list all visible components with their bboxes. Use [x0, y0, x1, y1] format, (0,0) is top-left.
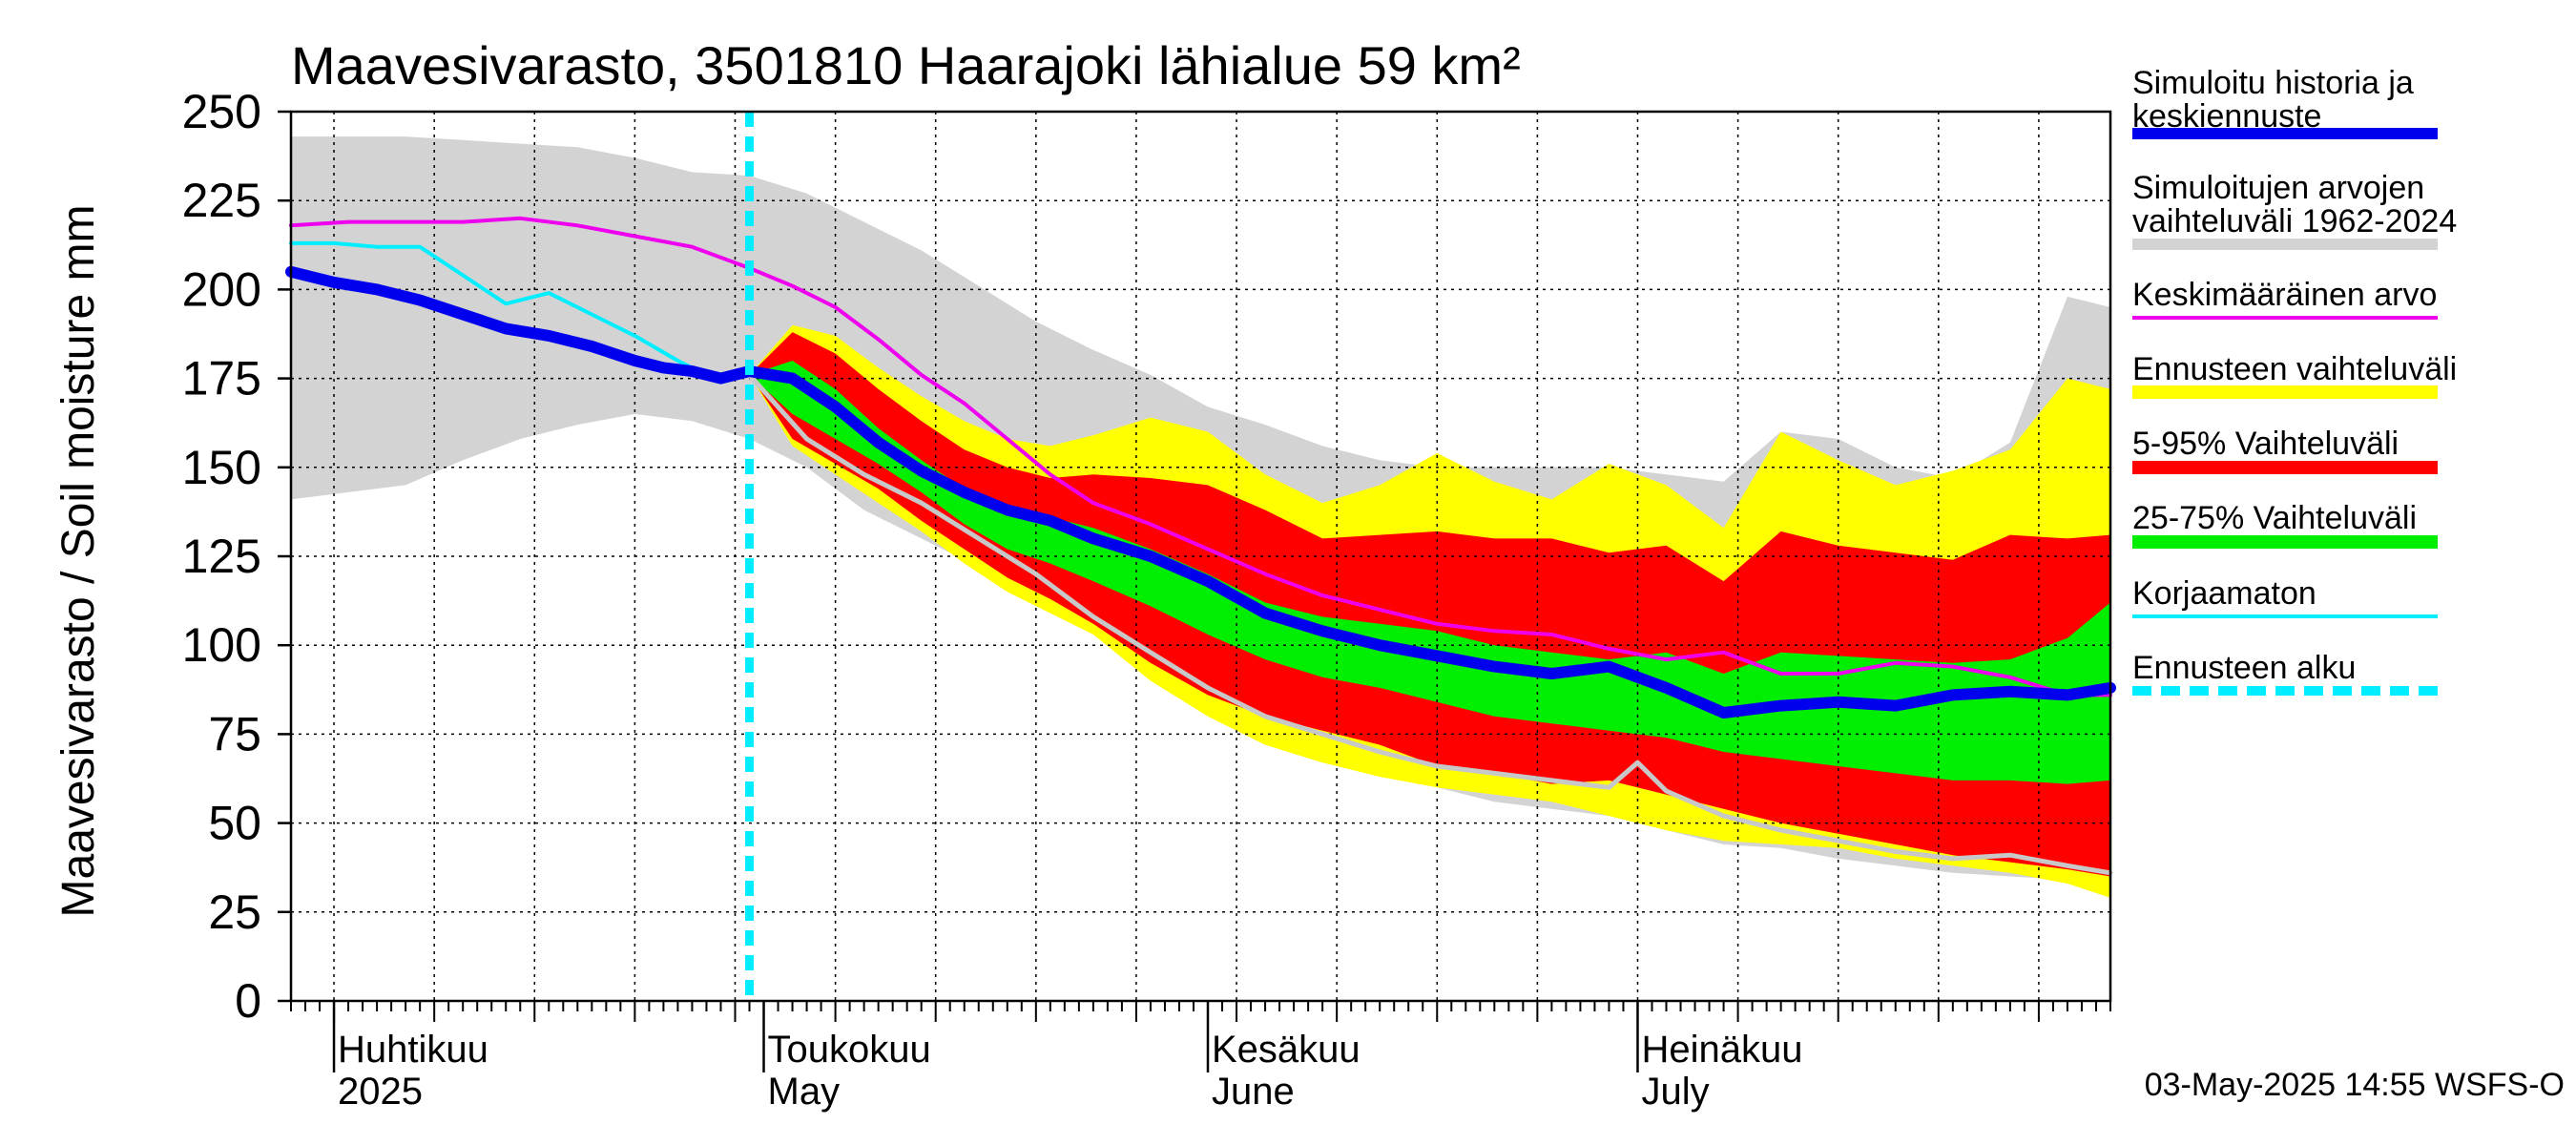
y-tick-label: 175: [182, 352, 261, 406]
p25-75-band: [749, 361, 2110, 784]
month-label-fi: Toukokuu: [768, 1029, 931, 1071]
legend-label: Ennusteen alku: [2132, 650, 2356, 686]
y-tick-label: 50: [208, 797, 261, 850]
legend-label: Keskimääräinen arvo: [2132, 277, 2437, 313]
month-label-en: May: [768, 1071, 841, 1113]
y-tick-label: 150: [182, 441, 261, 494]
month-label-en: July: [1641, 1071, 1709, 1113]
y-axis-label: Maavesivarasto / Soil moisture mm: [53, 205, 104, 918]
legend: Simuloitu historia jakeskiennusteSimuloi…: [2132, 65, 2457, 696]
footer-timestamp: 03-May-2025 14:55 WSFS-O: [2145, 1067, 2565, 1103]
chart-title: Maavesivarasto, 3501810 Haarajoki lähial…: [291, 35, 1521, 95]
y-tick-label: 100: [182, 618, 261, 672]
y-tick-label: 125: [182, 530, 261, 583]
legend-label: 5-95% Vaihteluväli: [2132, 426, 2399, 462]
simulated-median-line: [285, 265, 2116, 718]
legend-label: Simuloitujen arvojen: [2132, 170, 2424, 206]
month-label-en: 2025: [338, 1071, 423, 1113]
y-tick-label: 0: [235, 974, 261, 1028]
month-label-fi: Kesäkuu: [1212, 1029, 1361, 1071]
y-tick-label: 25: [208, 885, 261, 939]
legend-label: vaihteluväli 1962-2024: [2132, 203, 2457, 239]
y-tick-label: 225: [182, 174, 261, 227]
month-label-en: June: [1212, 1071, 1295, 1113]
legend-label: Simuloitu historia ja: [2132, 65, 2414, 101]
legend-label: 25-75% Vaihteluväli: [2132, 500, 2417, 536]
historical-min-trace: [747, 372, 2113, 876]
month-label-fi: Huhtikuu: [338, 1029, 488, 1071]
month-label-fi: Heinäkuu: [1641, 1029, 1802, 1071]
plot-area: [285, 112, 2116, 1001]
legend-label: Ennusteen vaihteluväli: [2132, 351, 2457, 387]
uncorrected-line: [289, 240, 723, 381]
axes: 0 25 50 75 100 125 150 175 200 225 250 Huhtikuu2025…: [182, 85, 2112, 1113]
y-tick-label: 200: [182, 262, 261, 316]
y-tick-label: 250: [182, 85, 261, 138]
y-tick-label: 75: [208, 707, 261, 760]
legend-label: Korjaamaton: [2132, 575, 2316, 612]
mean-line: [289, 216, 2112, 697]
